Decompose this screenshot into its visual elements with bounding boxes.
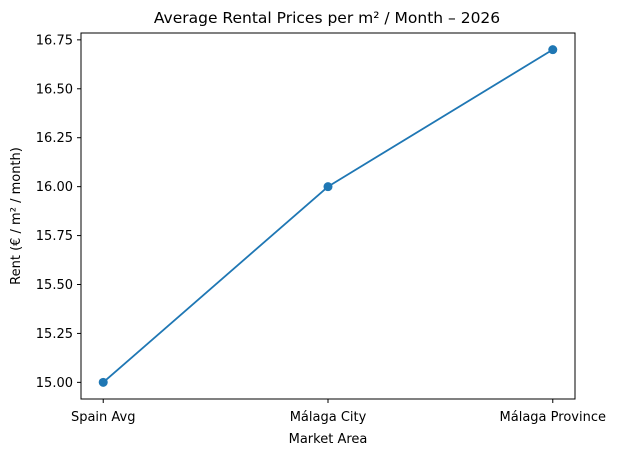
y-tick-label: 16.50 [36, 82, 73, 97]
x-axis-label: Market Area [289, 432, 368, 447]
y-axis-label: Rent (€ / m² / month) [9, 147, 24, 285]
y-tick-label: 15.75 [36, 229, 73, 244]
plot-area: 15.00 15.25 15.50 15.75 16.00 16.25 16.50 16.75… [36, 32, 606, 425]
data-point [98, 377, 108, 387]
y-tick-label: 16.75 [36, 33, 73, 48]
x-tick-label: Málaga City [290, 410, 367, 425]
series-layer [98, 45, 558, 387]
y-tick-label: 16.25 [36, 131, 73, 146]
chart-title: Average Rental Prices per m² / Month – 2… [154, 9, 500, 27]
y-tick-label: 15.00 [36, 376, 73, 391]
y-tick-label: 15.50 [36, 278, 73, 293]
data-point [548, 45, 558, 55]
x-axis: Spain Avg Málaga City Málaga Province [71, 399, 606, 425]
data-point [323, 182, 333, 192]
x-tick-label: Spain Avg [71, 410, 136, 425]
y-tick-label: 15.25 [36, 327, 73, 342]
y-axis: 15.00 15.25 15.50 15.75 16.00 16.25 16.50 16.75 [36, 33, 81, 391]
y-tick-label: 16.00 [36, 180, 73, 195]
x-tick-label: Málaga Province [500, 410, 606, 425]
axes-frame [80, 32, 576, 400]
